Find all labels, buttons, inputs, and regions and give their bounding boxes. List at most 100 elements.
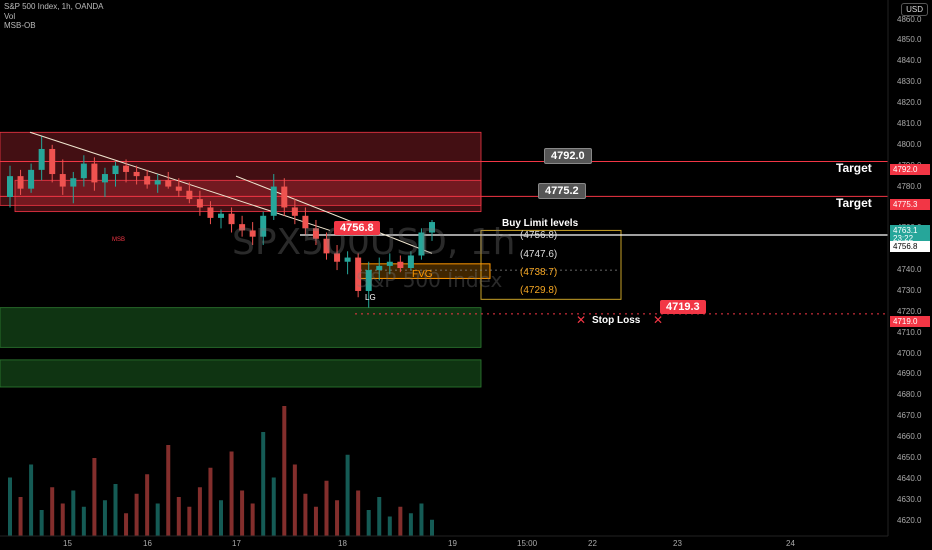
time-tick-label: 22 [588, 539, 597, 548]
trend-line-1 [29, 131, 331, 231]
price-tick-label: 4630.0 [897, 494, 922, 504]
buy-level-1: (4756.8) [520, 230, 558, 241]
volume-bar [324, 480, 329, 536]
volume-bar [197, 487, 202, 536]
volume-bar [81, 506, 86, 536]
candle-body [397, 261, 404, 268]
target-upper-price-tag: 4792.0 [890, 164, 930, 175]
volume-bar [208, 467, 213, 536]
candle-body [218, 213, 224, 218]
symbol-title: S&P 500 Index, 1h, OANDA [4, 2, 104, 11]
buy-level-2: (4747.6) [520, 249, 558, 260]
time-tick-label: 16 [143, 539, 152, 548]
price-tick-label: 4710.0 [897, 327, 922, 337]
candle-body [70, 178, 77, 187]
volume-bar [71, 490, 76, 536]
volume-bar [145, 474, 150, 536]
target-lower-price-tag: 4775.3 [890, 199, 930, 210]
volume-bar [335, 500, 340, 536]
volume-bar [18, 497, 23, 536]
volume-bar [8, 477, 12, 536]
msb-ob-indicator-label[interactable]: MSB-OB [4, 21, 36, 30]
volume-bar [134, 493, 139, 536]
candle-body [260, 215, 267, 237]
currency-button[interactable]: USD [901, 3, 928, 16]
target-lower-callout[interactable]: 4775.2 [538, 183, 586, 199]
candle-body [91, 163, 98, 183]
candle-body [196, 199, 203, 208]
candle-body [302, 215, 309, 229]
price-tick-label: 4720.0 [897, 306, 922, 316]
price-tick-label: 4860.0 [897, 14, 922, 24]
volume-bar [250, 503, 255, 536]
volume-bar [113, 484, 118, 536]
volume-bar [187, 506, 192, 536]
candle-body [28, 169, 35, 189]
stop-x-icon-left: ✕ [576, 313, 587, 327]
volume-bar [219, 500, 223, 536]
time-tick-label: 19 [448, 539, 457, 548]
price-tick-label: 4640.0 [897, 473, 922, 483]
volume-bar [240, 490, 245, 536]
candle-body [175, 186, 182, 191]
candle-body [101, 174, 108, 183]
price-tick-label: 4780.0 [897, 181, 922, 191]
trend-line-2 [235, 175, 433, 254]
candle-body [123, 165, 130, 172]
candle-body [386, 261, 393, 266]
candle-body [112, 165, 119, 175]
volume-bar [313, 506, 318, 536]
volume-bar [345, 454, 350, 536]
volume-bar [430, 519, 434, 536]
price-tick-label: 4680.0 [897, 390, 922, 400]
candle-body [376, 265, 383, 271]
volume-bar [60, 503, 65, 536]
candle-body [38, 148, 45, 170]
buy-limit-title: Buy Limit levels [502, 218, 579, 229]
volume-bar [377, 497, 382, 536]
buy-limit-box [480, 229, 622, 300]
price-tick-label: 4800.0 [897, 139, 922, 149]
candle-body [291, 207, 298, 216]
candle-body [133, 171, 140, 177]
volume-bar [303, 493, 308, 536]
candle-body [7, 176, 13, 198]
order-block-zone-3 [0, 307, 482, 348]
order-block-zone-1 [0, 131, 482, 206]
volume-bar [356, 490, 361, 536]
time-tick-label: 18 [338, 539, 347, 548]
volume-bar [29, 464, 34, 536]
candle-body [323, 238, 330, 254]
volume-bar [39, 510, 44, 536]
stop-loss-label: Stop Loss [592, 315, 641, 326]
current-price-tag: 4763.1 [890, 225, 930, 236]
candle-body [17, 176, 24, 189]
target-label-lower: Target [836, 196, 872, 210]
volume-bar [124, 513, 129, 536]
volume-bar [155, 503, 160, 536]
candle-body [59, 174, 66, 187]
volume-indicator-label[interactable]: Vol [4, 12, 16, 21]
price-tick-label: 4670.0 [897, 411, 922, 421]
buy-level-4: (4729.8) [520, 285, 558, 296]
price-tick-label: 4740.0 [897, 265, 922, 275]
candle-body [344, 257, 351, 262]
volume-bar [419, 503, 424, 536]
candle-body [355, 257, 362, 291]
time-tick-label: 23 [673, 539, 682, 548]
candle-body [281, 186, 288, 208]
candle-body [312, 228, 319, 239]
candle-body [144, 176, 151, 185]
stop-callout[interactable]: 4719.3 [660, 300, 706, 314]
buy-line-price-tag: 4756.8 [890, 241, 930, 252]
price-tick-label: 4810.0 [897, 118, 922, 128]
entry-callout[interactable]: 4756.8 [334, 221, 380, 235]
target-upper-callout[interactable]: 4792.0 [544, 148, 592, 164]
candle-body [154, 180, 161, 185]
price-tick-label: 4850.0 [897, 35, 922, 45]
time-tick-label: 17 [232, 539, 241, 548]
candle-body [165, 180, 172, 187]
candle-body [207, 207, 214, 218]
volume-bar [282, 406, 287, 536]
